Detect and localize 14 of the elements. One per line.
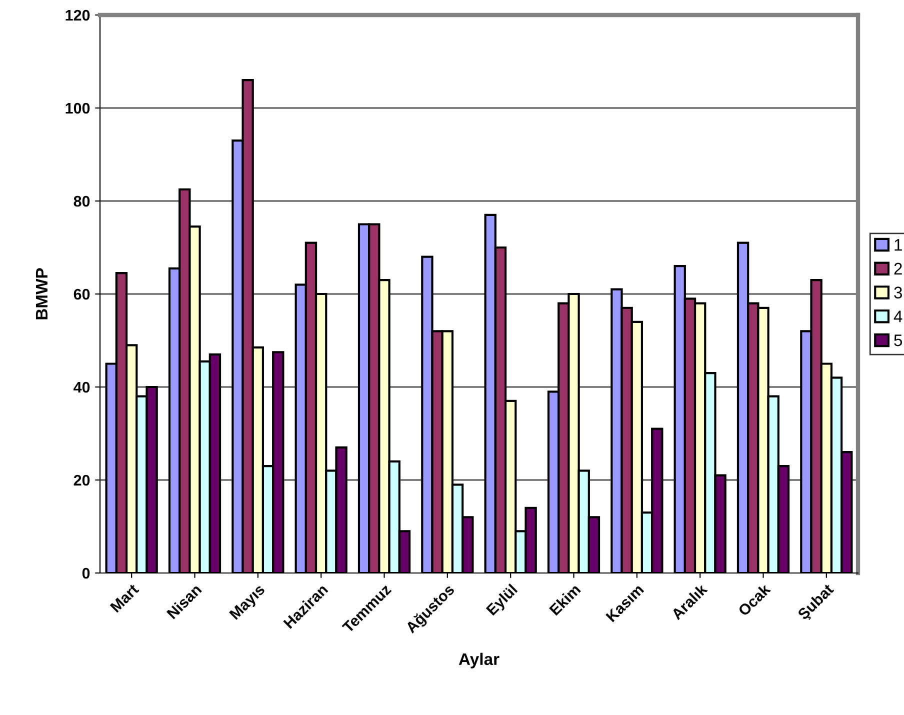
y-tick-label: 80	[74, 196, 90, 207]
x-axis-title: Aylar	[458, 652, 500, 668]
y-tick-label: 60	[74, 288, 90, 300]
legend-label: 5	[894, 334, 902, 346]
legend-label: 3	[894, 286, 902, 298]
y-tick-label: 20	[74, 474, 90, 486]
y-tick-label: 0	[82, 568, 90, 579]
y-axis-title: BMWP	[36, 268, 48, 320]
legend-label: 4	[894, 310, 902, 322]
y-tick-label: 100	[66, 102, 90, 114]
y-tick-label: 120	[66, 10, 90, 21]
y-tick-label: 40	[74, 382, 90, 393]
legend-label: 2	[894, 262, 902, 274]
legend-label: 1	[894, 239, 902, 251]
